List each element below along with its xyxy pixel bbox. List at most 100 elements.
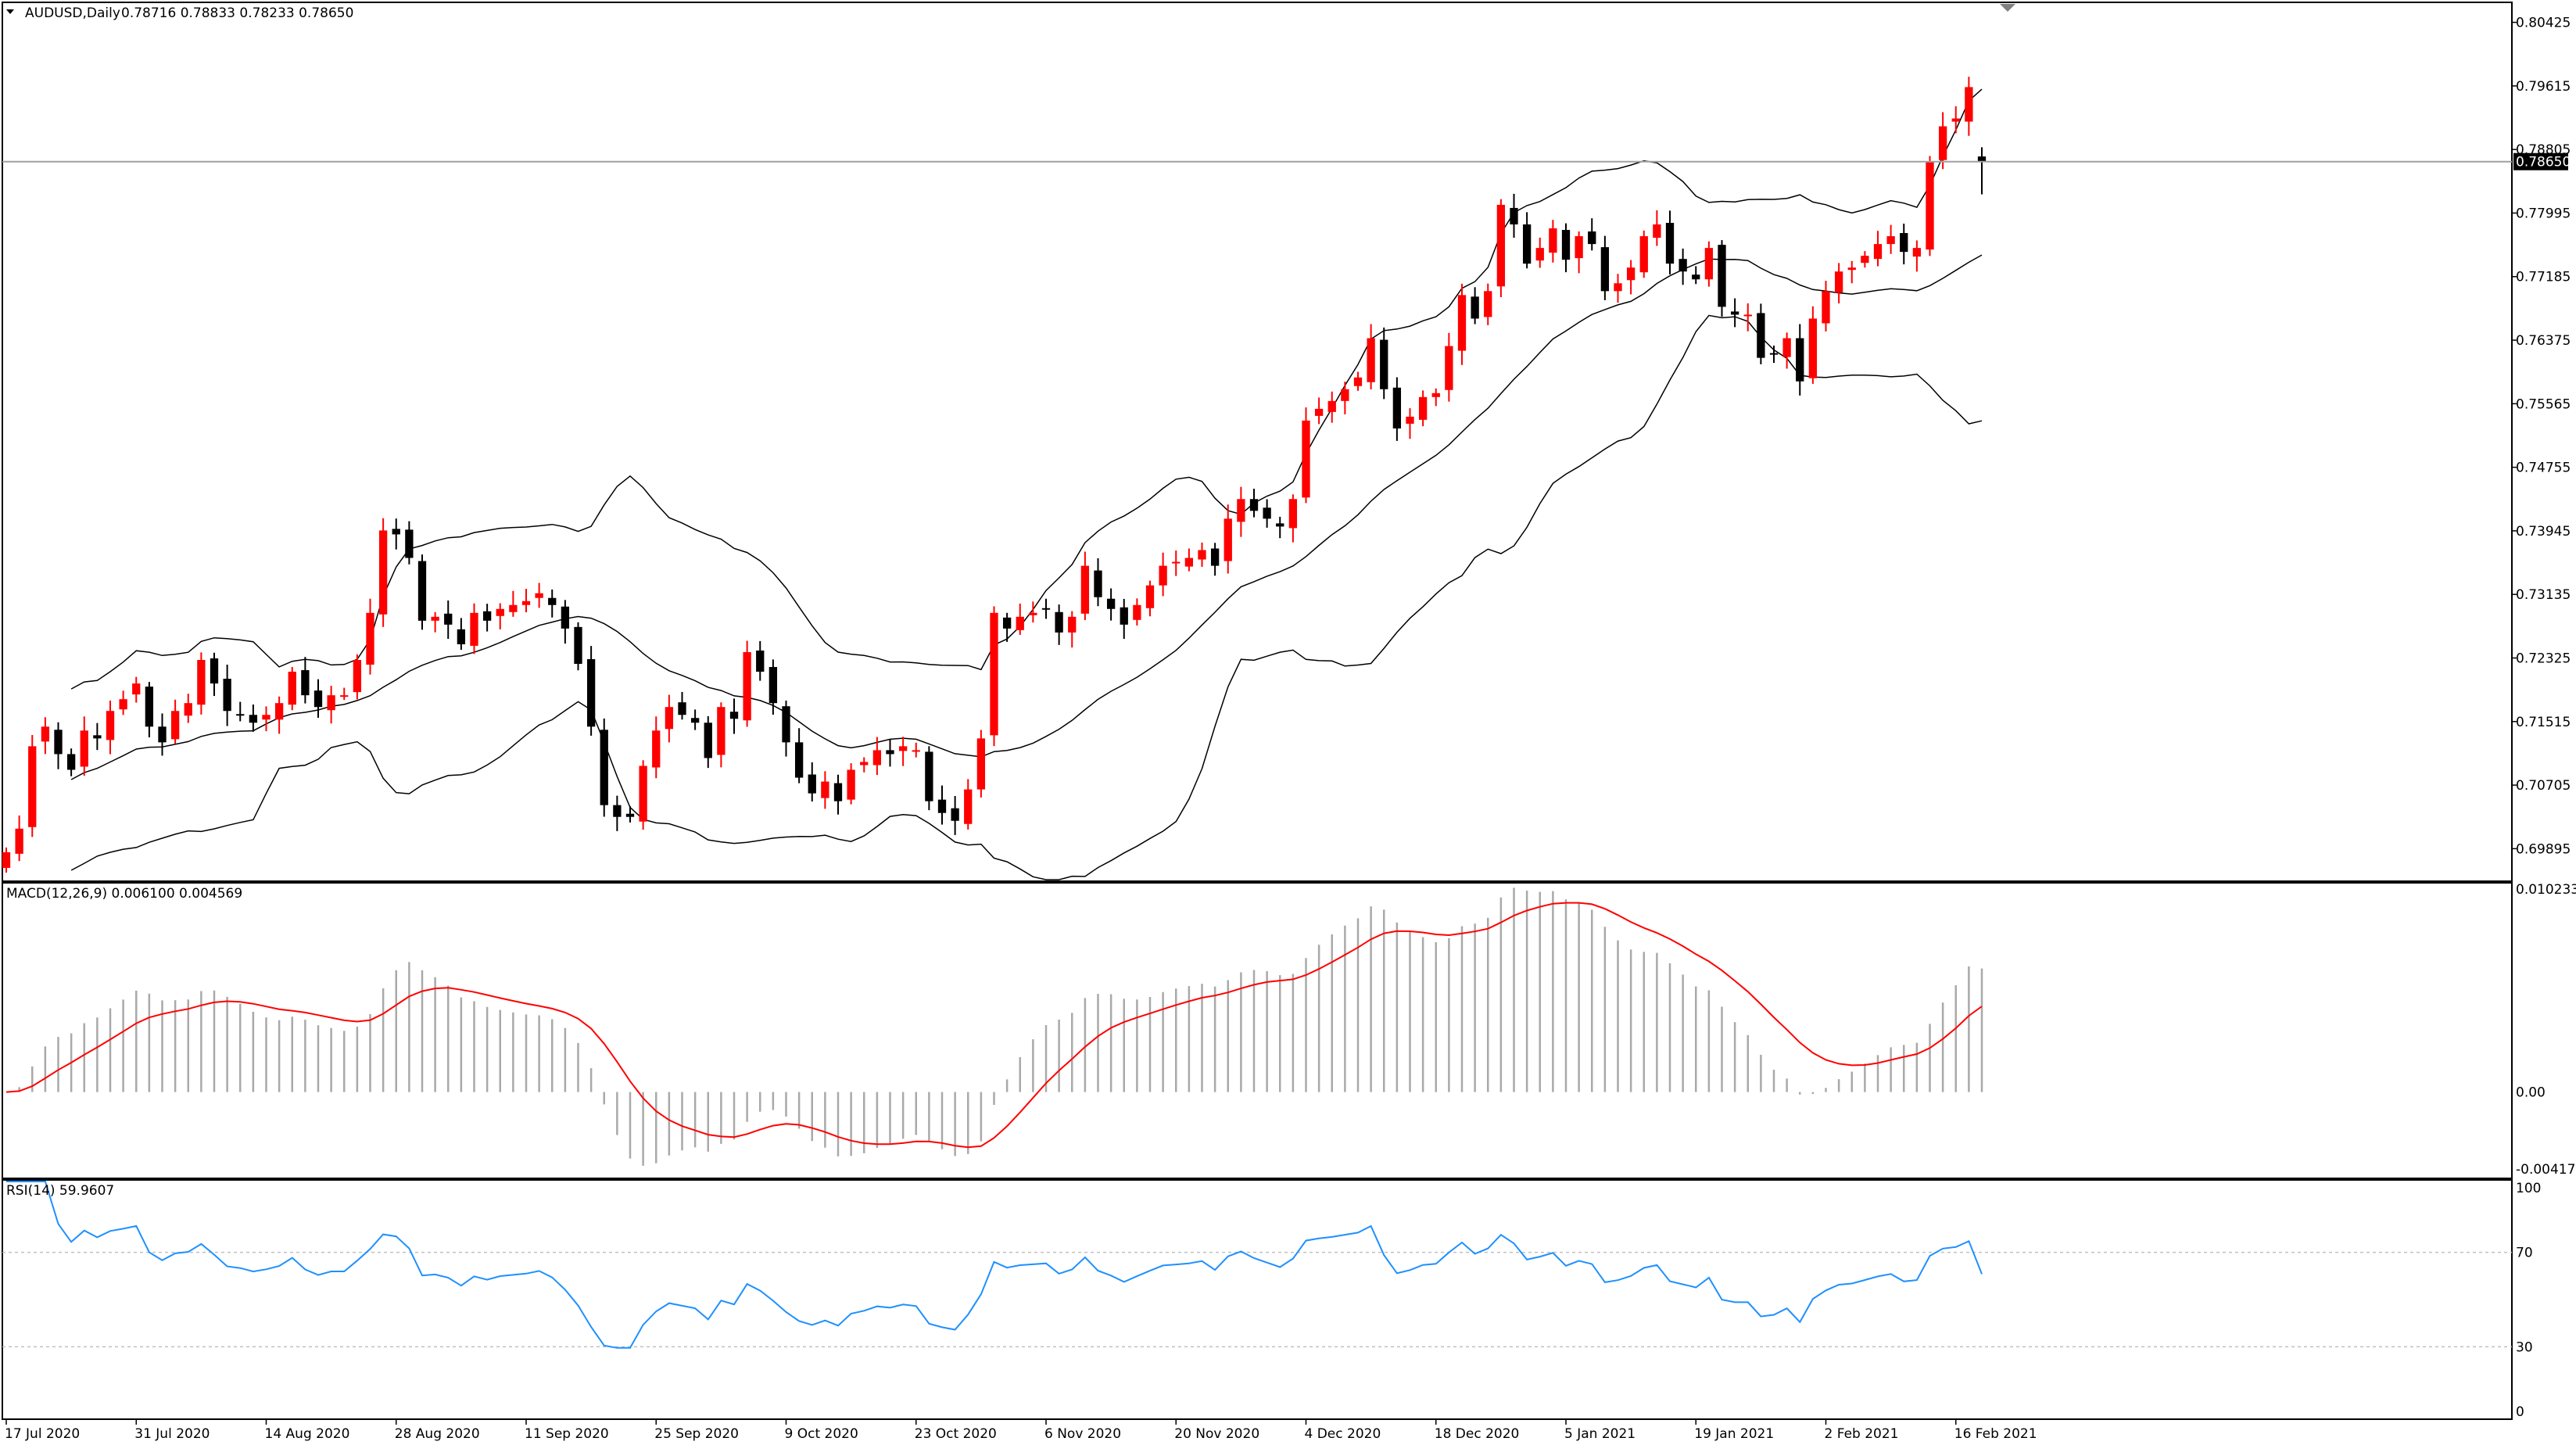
candle-bear — [625, 813, 635, 817]
candle-bear — [1588, 231, 1596, 245]
bollinger-middle-band — [70, 254, 1983, 780]
candle-bull — [665, 707, 674, 730]
candle-bull — [821, 781, 829, 798]
candle-bear — [93, 735, 102, 739]
candle-bear — [1106, 598, 1116, 609]
candle-bull — [1938, 126, 1947, 160]
candle-bull — [1133, 604, 1141, 620]
rsi-axis-ticks: 100 70 30 0 — [2516, 1181, 2541, 1420]
candle-bear — [937, 799, 947, 813]
candle-bear — [756, 650, 765, 672]
candle-bull — [1327, 400, 1336, 412]
candle-bull — [964, 789, 973, 824]
candle-bull — [1406, 416, 1414, 424]
candle-bear — [1094, 570, 1102, 597]
candle-bear — [886, 750, 894, 755]
candle-bull — [378, 530, 388, 615]
candle-bear — [808, 774, 816, 794]
candle-bear — [586, 658, 596, 727]
candle-bull — [197, 659, 206, 705]
candle-bull — [28, 746, 37, 827]
time-tick-label: 19 Jan 2021 — [1694, 1426, 1774, 1442]
candle-bull — [1288, 499, 1298, 529]
candle-bear — [1002, 617, 1012, 629]
candle-bear — [1769, 353, 1779, 355]
candle-bull — [521, 601, 531, 605]
current-price-box — [2513, 152, 2568, 170]
candle-bull — [1341, 389, 1349, 401]
candle-bull — [119, 699, 127, 710]
time-tick-label: 6 Nov 2020 — [1044, 1426, 1121, 1442]
candle-bear — [1510, 207, 1518, 225]
time-tick-label: 9 Oct 2020 — [785, 1426, 858, 1442]
time-tick-label: 20 Nov 2020 — [1174, 1426, 1259, 1442]
candle-bull — [1367, 338, 1375, 382]
ohlc-readout: 0.78716 0.78833 0.78233 0.78650 — [121, 5, 353, 21]
candle-bull — [1653, 224, 1661, 238]
candle-bear — [1276, 523, 1284, 527]
candle-bull — [1353, 377, 1363, 386]
time-tick-label: 2 Feb 2021 — [1825, 1426, 1899, 1442]
candle-bear — [1392, 387, 1402, 428]
candle-bear — [1380, 339, 1388, 389]
candle-bull — [1445, 346, 1453, 390]
time-tick-label: 16 Feb 2021 — [1954, 1426, 2037, 1442]
candle-bull — [1965, 87, 1973, 122]
candle-bull — [1431, 393, 1440, 397]
time-tick-label: 25 Sep 2020 — [654, 1426, 739, 1442]
candle-bull — [1808, 318, 1818, 378]
candle-bull — [639, 766, 647, 822]
candle-bull — [1418, 396, 1428, 420]
candle-bear — [613, 805, 622, 817]
candle-bull — [1626, 267, 1636, 281]
candle-bull — [262, 715, 270, 720]
candle-bull — [717, 707, 726, 755]
collapse-triangle-icon[interactable] — [6, 9, 14, 14]
candle-bull — [1080, 565, 1090, 614]
current-price-label: 0.78650 — [2516, 155, 2571, 170]
time-tick-label: 14 Aug 2020 — [265, 1426, 350, 1442]
candle-bear — [600, 730, 608, 805]
candle-bear — [145, 687, 154, 727]
candle-bull — [1704, 248, 1714, 280]
candle-bear — [1055, 611, 1063, 633]
candle-bear — [729, 712, 739, 719]
candle-bull — [470, 612, 478, 646]
candle-bull — [912, 750, 920, 752]
candle-bear — [1900, 233, 1908, 253]
candle-bull — [1198, 550, 1206, 560]
candle-bull — [132, 683, 141, 695]
candle-bear — [223, 679, 231, 712]
candle-bull — [1159, 565, 1167, 586]
candle-bull — [743, 651, 751, 721]
rsi-tick-label: 100 — [2516, 1181, 2541, 1196]
candle-bear — [1600, 247, 1610, 292]
candle-bear — [1665, 223, 1675, 264]
candle-bull — [15, 828, 23, 854]
candle-bear — [210, 658, 219, 684]
candle-bear — [1679, 259, 1687, 272]
candle-bear — [66, 754, 76, 770]
candle-bull — [1575, 236, 1583, 259]
candle-bull — [1926, 161, 1934, 250]
candle-bear — [1249, 499, 1259, 511]
candle-bull — [1237, 499, 1245, 522]
time-tick-label: 17 Jul 2020 — [5, 1426, 80, 1442]
candle-bull — [1457, 295, 1467, 351]
rsi-label: RSI(14) 59.9607 — [6, 1183, 114, 1199]
candlesticks — [2, 77, 1987, 873]
bollinger-lower-band — [70, 314, 1983, 880]
candle-bull — [1016, 616, 1024, 630]
chart-shift-marker-icon[interactable] — [2000, 4, 2015, 12]
candle-bull — [1549, 228, 1557, 253]
candle-bull — [898, 746, 908, 751]
candle-bull — [1861, 256, 1869, 264]
candle-bull — [1886, 236, 1895, 245]
candle-bear — [1757, 313, 1765, 358]
candle-bull — [1834, 271, 1843, 293]
candle-bull — [1184, 558, 1194, 567]
price-tick-label: 0.76375 — [2516, 333, 2571, 349]
candle-bear — [54, 730, 63, 755]
time-tick-label: 4 Dec 2020 — [1305, 1426, 1381, 1442]
candle-bull — [1314, 408, 1324, 416]
